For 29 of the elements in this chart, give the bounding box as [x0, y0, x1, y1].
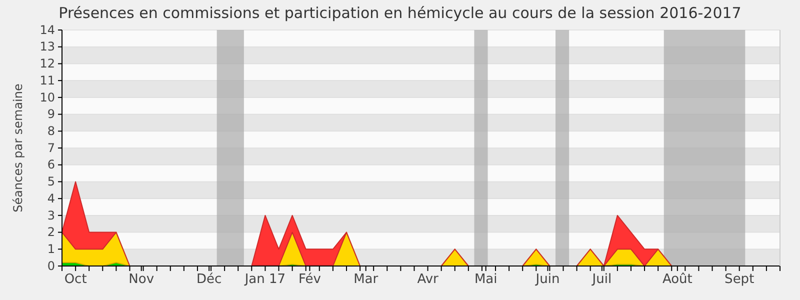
y-tick-label: 2 — [47, 225, 55, 240]
y-tick-label: 9 — [47, 107, 55, 122]
x-tick-label: Nov — [128, 272, 154, 288]
y-tick-label: 8 — [47, 124, 55, 138]
x-tick-label: Oct — [64, 272, 87, 288]
y-tick-label: 14 — [40, 22, 55, 37]
y-tick-label: 1 — [47, 242, 55, 256]
x-tick-label: Avr — [417, 272, 440, 288]
y-tick-label: 5 — [47, 174, 55, 189]
y-tick-label: 6 — [47, 158, 55, 172]
y-tick-label: 12 — [40, 56, 55, 71]
y-tick-label: 3 — [47, 208, 55, 222]
y-tick-label: 7 — [47, 140, 55, 155]
y-tick-label: 10 — [40, 90, 55, 104]
x-tick-label: Août — [662, 272, 692, 288]
y-tick-label: 13 — [40, 40, 55, 54]
x-tick-label: Jan 17 — [244, 272, 286, 288]
y-tick-label: 4 — [47, 191, 55, 206]
x-tick-label: Juin — [534, 272, 560, 288]
x-tick-label: Déc — [196, 272, 222, 288]
x-tick-label: Sept — [724, 272, 754, 288]
x-tick-label: Mai — [474, 272, 498, 288]
y-axis-title: Séances par semaine — [11, 84, 25, 212]
y-tick-label: 0 — [47, 258, 55, 273]
chart-title: Présences en commissions et participation en hémicycle au cours de la session 2016-2017 — [58, 4, 742, 22]
x-tick-label: Fév — [298, 272, 322, 288]
y-tick-label: 11 — [40, 73, 55, 88]
x-tick-label: Juil — [591, 272, 612, 288]
x-tick-label: Mar — [354, 272, 379, 288]
